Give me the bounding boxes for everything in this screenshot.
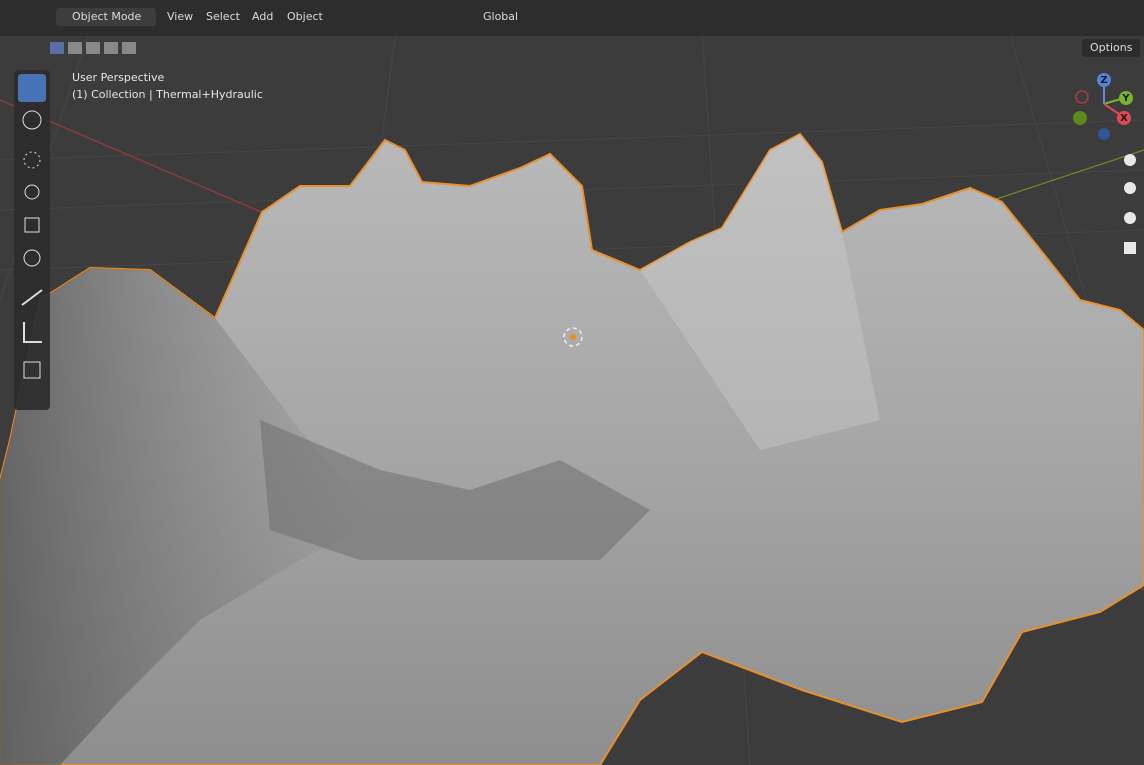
gizmo-y[interactable]: Y <box>1121 93 1130 104</box>
orientation-label[interactable]: Global <box>483 10 518 23</box>
toolbar[interactable] <box>14 70 50 410</box>
menu-item[interactable]: Object <box>287 10 324 23</box>
menu-item[interactable]: View <box>167 10 193 23</box>
3d-cursor <box>563 327 583 347</box>
terrain-valley <box>260 420 650 560</box>
nav-buttons[interactable] <box>1124 154 1136 254</box>
options-label[interactable]: Options <box>1090 41 1133 54</box>
mode-dropdown[interactable] <box>56 8 156 26</box>
view-collection: (1) Collection | Thermal+Hydraulic <box>72 88 263 101</box>
select-mode-icons[interactable] <box>50 42 136 54</box>
view-perspective: User Perspective <box>72 71 165 84</box>
terrain-mesh <box>0 132 1144 765</box>
gizmo-z[interactable]: Z <box>1100 75 1107 86</box>
mode-label[interactable]: Object Mode <box>72 10 142 23</box>
nav-gizmo[interactable]: Z Y X <box>1073 73 1133 140</box>
options-button[interactable] <box>1082 39 1140 57</box>
header-bar <box>0 0 1144 36</box>
gizmo-x[interactable]: X <box>1120 113 1128 124</box>
menu-item[interactable]: Select <box>206 10 241 23</box>
terrain-shadow <box>0 268 380 765</box>
menu-item[interactable]: Add <box>252 10 273 23</box>
terrain-highlight <box>640 134 880 450</box>
